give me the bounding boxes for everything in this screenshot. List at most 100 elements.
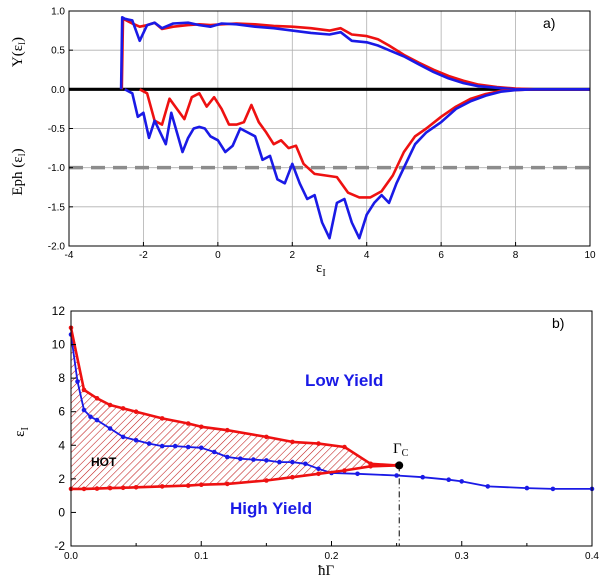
panel-b-ticks xyxy=(70,310,593,547)
series-boundary-point xyxy=(75,379,80,384)
y-tick-label: -1.0 xyxy=(48,163,66,174)
series-boundary-point xyxy=(459,479,465,484)
series-upper-point xyxy=(225,427,230,433)
series-boundary-point xyxy=(316,466,321,472)
low-yield-label: Low Yield xyxy=(305,371,383,390)
y-tick-label: 4 xyxy=(58,438,65,452)
panel-b: 0.0 0.1 0.2 0.3 0.4 12 10 8 6 4 2 0 -2 b) Low Yield… xyxy=(12,304,599,579)
y-tick-label: -1.5 xyxy=(48,202,66,213)
series-boundary-point xyxy=(212,449,217,455)
series-upper-point xyxy=(199,424,204,430)
series-upper-point xyxy=(185,421,191,426)
critical-point-marker xyxy=(395,461,404,470)
series-boundary-point xyxy=(290,459,295,465)
series-boundary-point xyxy=(420,474,426,480)
panel-a-x-tick-labels: -4 -2 0 2 4 6 8 10 xyxy=(65,250,596,261)
x-tick-label: -4 xyxy=(65,250,74,261)
panel-b-y-tick-labels: 12 10 8 6 4 2 0 -2 xyxy=(52,304,66,553)
series-lower-point xyxy=(225,481,230,487)
panel-b-label: b) xyxy=(552,315,564,331)
series-boundary-point xyxy=(199,445,204,451)
series-boundary-blue-line xyxy=(70,334,592,490)
y-tick-label: 8 xyxy=(58,371,65,385)
series-boundary-point xyxy=(264,458,269,463)
panel-a-series xyxy=(119,16,590,240)
series-upper-point xyxy=(81,387,87,393)
x-tick-label: -2 xyxy=(139,250,148,261)
series-lower-point xyxy=(316,471,321,477)
x-tick-label: 8 xyxy=(513,250,519,261)
panel-b-x-tick-labels: 0.0 0.1 0.2 0.3 0.4 xyxy=(64,551,599,562)
series-lower-point xyxy=(342,468,347,473)
high-yield-label: High Yield xyxy=(230,499,312,518)
x-tick-label: 10 xyxy=(584,250,596,261)
series-boundary-point xyxy=(146,441,152,446)
x-tick-label: 2 xyxy=(290,250,296,261)
series-boundary-point xyxy=(251,457,256,462)
series-boundary-point xyxy=(185,444,191,450)
panel-b-series xyxy=(68,325,595,492)
x-tick-label: 0 xyxy=(215,250,221,261)
series-yield-blue-line xyxy=(119,16,590,91)
series-lower-point xyxy=(368,464,373,469)
x-tick-label: 0.2 xyxy=(325,551,339,562)
series-lower-point xyxy=(94,486,100,491)
series-boundary-point xyxy=(355,471,360,477)
series-boundary-point xyxy=(277,459,282,465)
panel-a-label: a) xyxy=(543,15,555,31)
series-upper-point xyxy=(316,441,321,446)
x-tick-label: 0.4 xyxy=(585,551,599,562)
series-upper-point xyxy=(94,396,100,401)
series-yield-red-line xyxy=(120,17,590,91)
panel-a-ticks xyxy=(68,10,591,247)
series-lower-point xyxy=(290,474,295,480)
panel-a: -4 -2 0 2 4 6 8 10 1.0 0.5 0.0 -0.5 -1.0 -1.5 -2.0 a)… xyxy=(10,7,596,280)
series-lower-point xyxy=(107,485,113,491)
series-lower-point xyxy=(264,478,269,483)
series-boundary-point xyxy=(81,407,87,413)
panel-b-x-axis-label: ħΓ xyxy=(318,563,335,579)
panel-a-y-tick-labels: 1.0 0.5 0.0 -0.5 -1.0 -1.5 -2.0 xyxy=(48,7,66,253)
hot-region-label: HOT xyxy=(91,455,117,469)
critical-point-label: ΓC xyxy=(393,441,409,459)
series-lower-point xyxy=(185,483,191,488)
series-lower-point xyxy=(199,482,204,488)
series-lower-red-line xyxy=(71,464,397,491)
x-tick-label: 0.1 xyxy=(194,551,208,562)
panel-b-y-axis-label: εI xyxy=(12,427,31,437)
series-boundary-point xyxy=(88,414,93,420)
panel-a-y-axis-label-top: Y(εI) xyxy=(10,37,27,67)
hot-region-hatch xyxy=(71,327,397,489)
series-boundary-point xyxy=(394,473,399,478)
series-upper-point xyxy=(342,444,347,450)
x-tick-label: 0.3 xyxy=(455,551,469,562)
x-tick-label: 6 xyxy=(438,250,444,261)
series-boundary-point xyxy=(120,434,126,440)
series-energy-red-line xyxy=(139,88,590,199)
y-tick-label: -2.0 xyxy=(48,242,66,253)
series-upper-point xyxy=(120,406,126,411)
series-boundary-point xyxy=(524,485,530,491)
series-lower-point xyxy=(81,486,87,492)
series-boundary-point xyxy=(107,426,113,431)
y-tick-label: 6 xyxy=(58,405,65,419)
series-boundary-point xyxy=(94,417,100,423)
series-energy-blue-line xyxy=(124,88,590,240)
series-upper-point xyxy=(107,402,113,408)
y-tick-label: 0.5 xyxy=(51,46,65,57)
series-boundary-point xyxy=(238,456,243,462)
x-tick-label: 4 xyxy=(364,250,370,261)
series-upper-point xyxy=(264,434,269,440)
series-boundary-point xyxy=(133,438,139,443)
series-lower-point xyxy=(133,485,139,490)
series-boundary-point xyxy=(303,461,308,467)
y-tick-label: -2 xyxy=(54,539,65,553)
series-lower-point xyxy=(159,484,165,489)
series-boundary-point xyxy=(225,454,230,460)
y-tick-label: 0.0 xyxy=(51,85,65,96)
y-tick-label: 0 xyxy=(58,505,65,519)
series-boundary-point xyxy=(485,484,491,489)
series-upper-point xyxy=(133,409,139,415)
x-tick-label: 0.0 xyxy=(64,551,78,562)
